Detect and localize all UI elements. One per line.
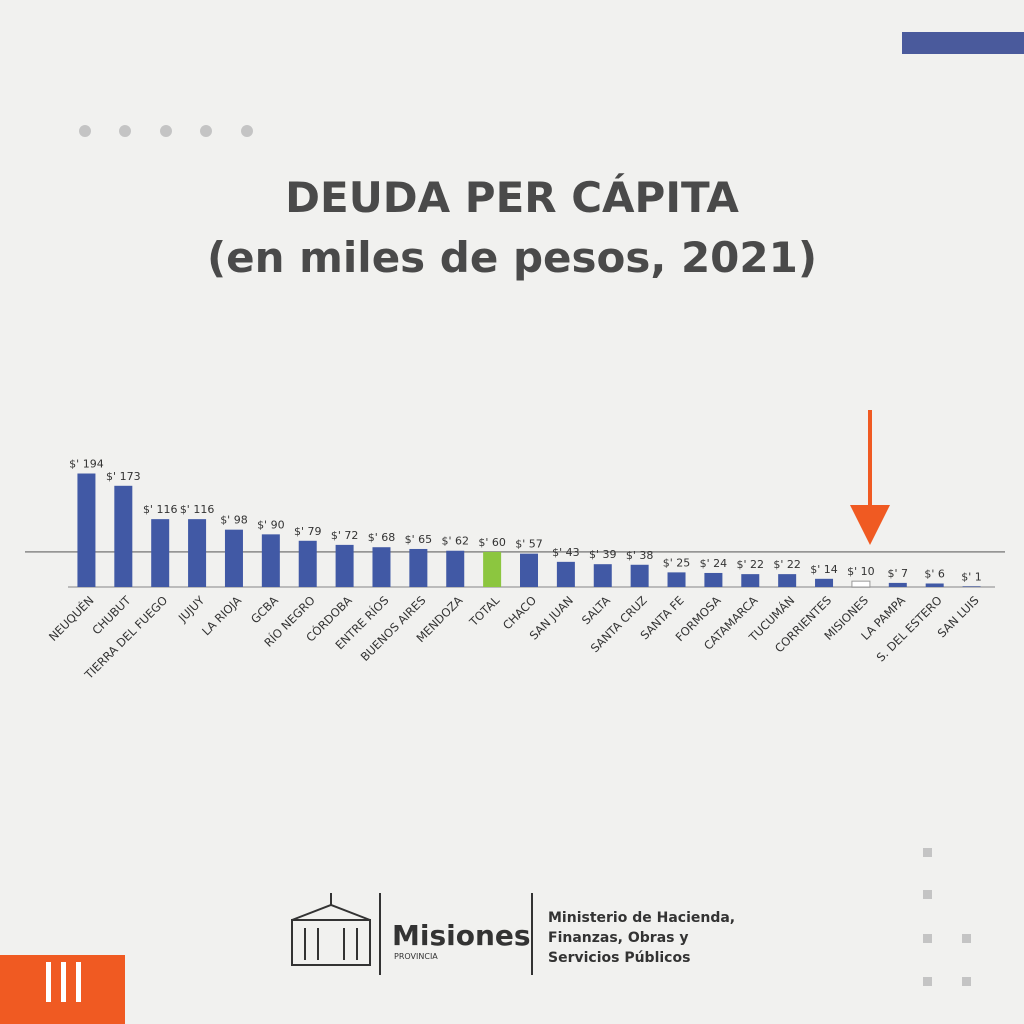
bar: [593, 564, 612, 587]
value-label: $' 98: [220, 514, 248, 527]
value-label: $' 90: [257, 518, 285, 531]
bar: [446, 550, 465, 587]
value-label: $' 79: [294, 525, 322, 538]
bar: [778, 574, 797, 587]
bar: [151, 519, 170, 587]
bar: [704, 572, 723, 587]
bar: [224, 529, 243, 587]
bar: [298, 540, 317, 587]
arrow-head: [850, 505, 890, 545]
value-label: $' 173: [106, 470, 141, 483]
value-label: $' 57: [515, 538, 543, 551]
bar: [483, 551, 502, 587]
bar: [962, 586, 981, 587]
value-label: $' 14: [810, 563, 838, 576]
bar: [925, 583, 944, 587]
value-label: $' 7: [888, 567, 909, 580]
value-label: $' 1: [961, 570, 982, 583]
chart-title: DEUDA PER CÁPITA: [285, 172, 739, 222]
bar: [114, 485, 133, 587]
bar: [77, 473, 96, 587]
value-label: $' 116: [143, 503, 178, 516]
value-label: $' 10: [847, 565, 875, 578]
ministry-line: Ministerio de Hacienda,: [548, 910, 735, 926]
logo: [291, 893, 371, 966]
bar: [188, 519, 207, 587]
bar: [851, 580, 871, 588]
value-label: $' 72: [331, 529, 359, 542]
bar: [409, 548, 428, 587]
value-label: $' 6: [924, 567, 945, 580]
bar: [888, 582, 907, 587]
bar: [372, 547, 391, 587]
value-label: $' 25: [663, 556, 691, 569]
value-label: $' 22: [773, 558, 801, 571]
bar: [335, 544, 354, 587]
value-label: $' 24: [700, 557, 728, 570]
squares: [923, 848, 971, 986]
bar: [667, 572, 686, 587]
value-label: $' 22: [737, 558, 765, 571]
chart-subtitle: (en miles de pesos, 2021): [207, 233, 817, 282]
value-label: $' 60: [478, 536, 506, 549]
corner-bars: [46, 962, 81, 1002]
bar: [556, 561, 575, 587]
value-label: $' 39: [589, 548, 617, 561]
ministry-line: Finanzas, Obras y: [548, 930, 688, 946]
bar: [520, 553, 538, 587]
bar: [261, 534, 280, 587]
brand-name: Misiones: [392, 919, 531, 952]
value-label: $' 194: [69, 458, 104, 471]
ministry-line: Servicios Públicos: [548, 950, 690, 966]
brand-sub: PROVINCIA: [394, 952, 438, 961]
value-label: $' 68: [368, 531, 396, 544]
value-label: $' 65: [405, 533, 433, 546]
bar: [741, 574, 760, 587]
bar: [630, 564, 649, 587]
value-label: $' 62: [441, 535, 469, 548]
value-label: $' 38: [626, 549, 654, 562]
value-label: $' 43: [552, 546, 580, 559]
corner-band: [902, 32, 1024, 54]
dots: [79, 125, 253, 137]
bar: [815, 578, 834, 587]
value-label: $' 116: [180, 503, 215, 516]
